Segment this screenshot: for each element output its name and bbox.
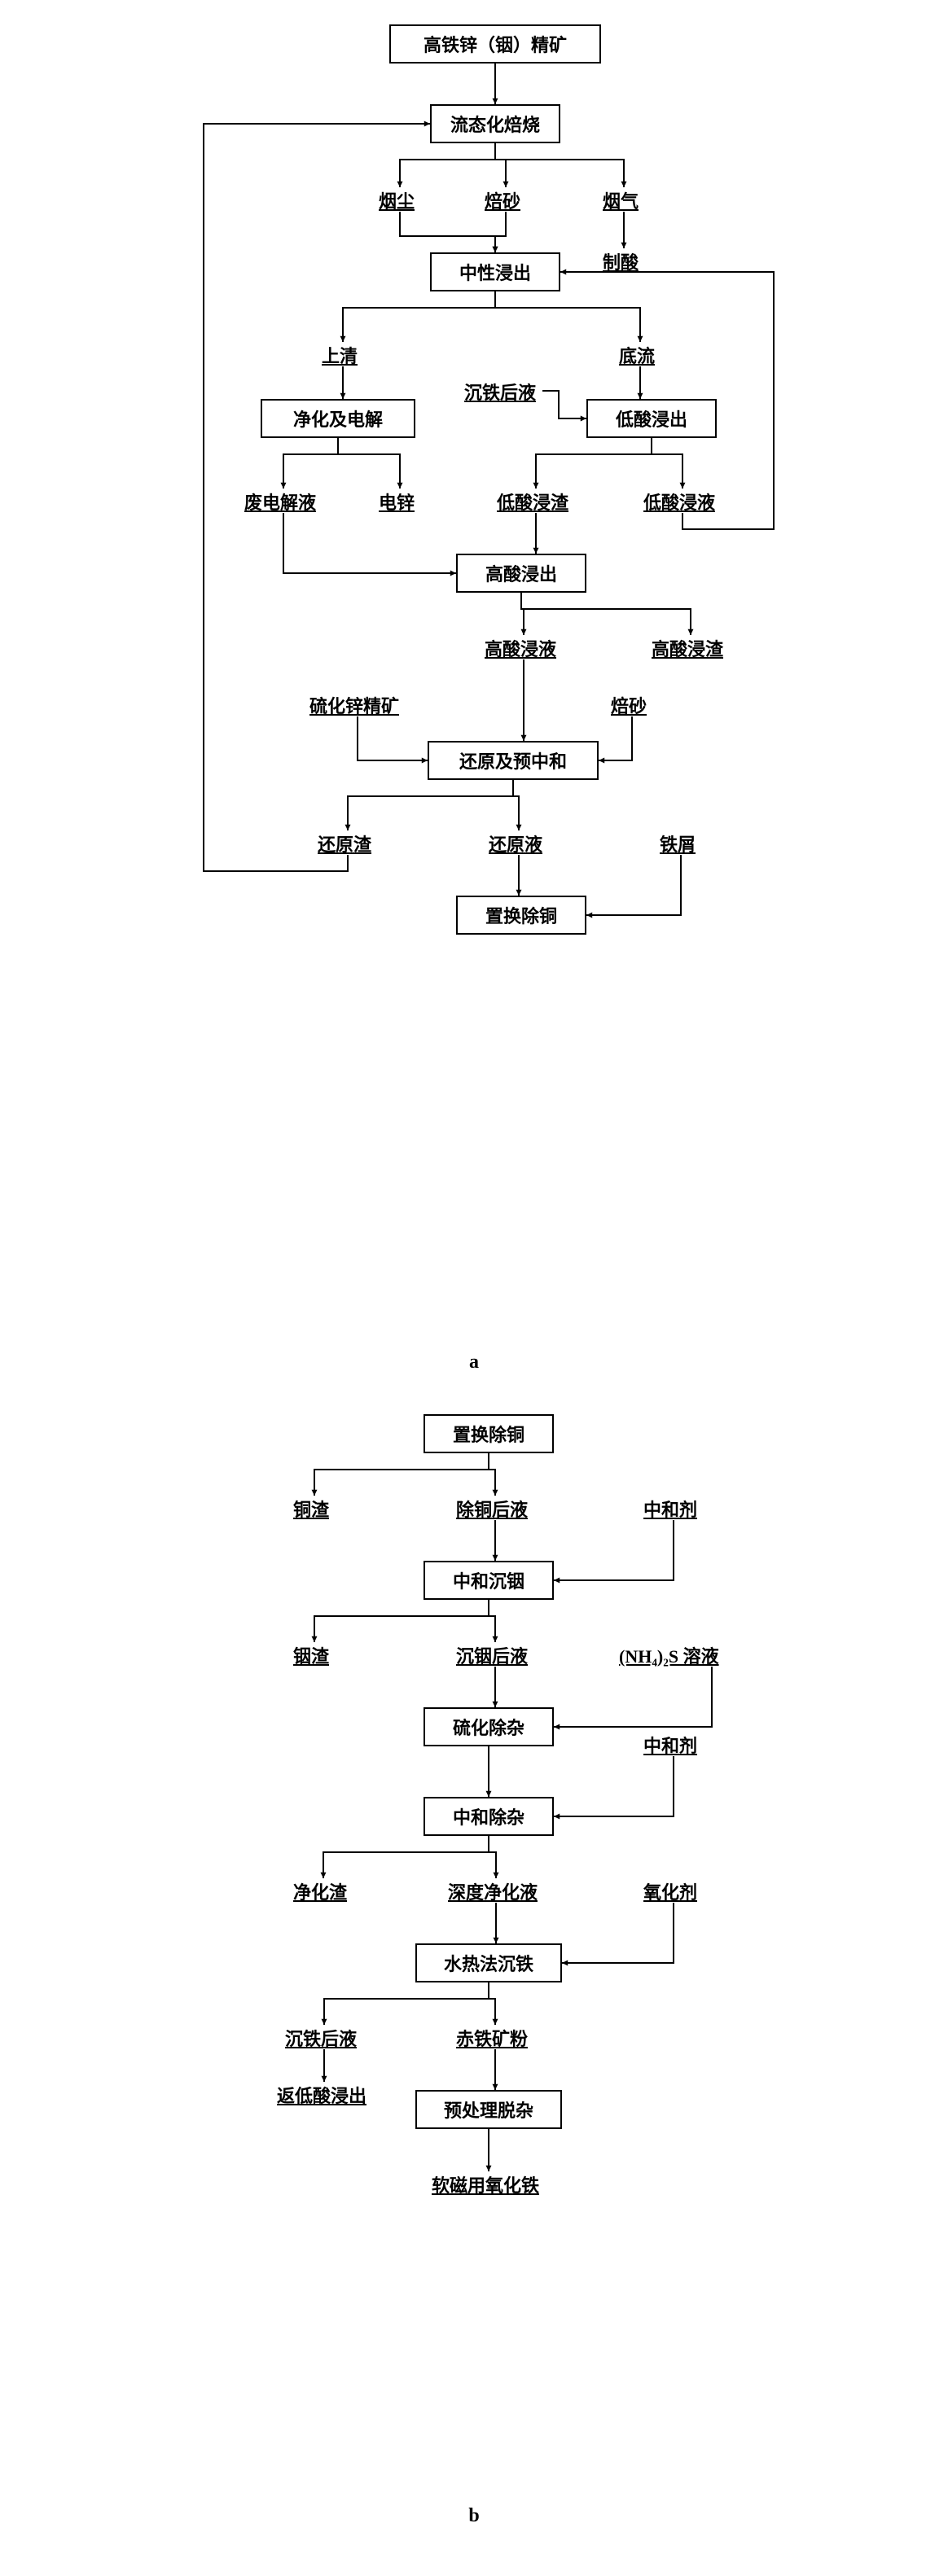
node-reduce: 还原及预中和 [428,741,599,780]
node-under: 底流 [619,342,655,368]
node-copper2: 置换除铜 [424,1414,554,1453]
caption-a: a [16,1352,932,1373]
node-purify: 净化及电解 [261,399,415,438]
node-znsconc: 硫化锌精矿 [309,692,399,718]
node-ironafter: 沉铁后液 [464,379,536,405]
node-redliq: 还原液 [489,830,542,856]
flowchart-a: 高铁锌（铟）精矿流态化焙烧烟尘焙砂烟气制酸中性浸出上清底流沉铁后液净化及电解低酸… [16,16,948,1335]
node-neutr1: 中和剂 [643,1496,697,1522]
node-zinc: 电锌 [379,488,415,515]
node-oxid: 氧化剂 [643,1878,697,1904]
node-highliq: 高酸浸液 [485,635,556,661]
node-calcine: 焙砂 [485,187,520,213]
node-hematite: 赤铁矿粉 [456,2025,528,2051]
node-gas: 烟气 [603,187,639,213]
node-pretreat: 预处理脱杂 [415,2090,562,2129]
node-neutrem: 中和除杂 [424,1797,554,1836]
node-start: 高铁锌（铟）精矿 [389,24,601,64]
node-cures: 铜渣 [293,1496,329,1522]
node-dust: 烟尘 [379,187,415,213]
node-ironscrap: 铁屑 [660,830,696,856]
caption-b: b [16,2505,932,2527]
node-calcine2: 焙砂 [611,692,647,718]
node-softmag: 软磁用氧化铁 [432,2171,539,2197]
node-indium: 中和沉铟 [424,1561,554,1600]
node-neutr2: 中和剂 [643,1732,697,1758]
node-highres: 高酸浸渣 [652,635,723,661]
node-lowacid: 低酸浸出 [586,399,717,438]
node-super: 上清 [322,342,358,368]
node-nh42s: (NH₄)₂S 溶液 [619,1642,719,1668]
node-redres: 还原渣 [318,830,371,856]
node-sulfide: 硫化除杂 [424,1707,554,1746]
flowchart-b: 置换除铜铜渣除铜后液中和剂中和沉铟铟渣沉铟后液(NH₄)₂S 溶液硫化除杂中和剂… [16,1406,948,2489]
node-acid: 制酸 [603,248,639,274]
node-inafter: 沉铟后液 [456,1642,528,1668]
node-lowliq: 低酸浸液 [643,488,715,515]
node-deepliq: 深度净化液 [448,1878,538,1904]
node-roast: 流态化焙烧 [430,104,560,143]
node-hydro: 水热法沉铁 [415,1943,562,1982]
node-retlow: 返低酸浸出 [277,2082,366,2108]
node-waste: 废电解液 [244,488,316,515]
node-inres: 铟渣 [293,1642,329,1668]
node-highacid: 高酸浸出 [456,554,586,593]
node-neutral: 中性浸出 [430,252,560,291]
node-feafter: 沉铁后液 [285,2025,357,2051]
node-lowres: 低酸浸渣 [497,488,568,515]
node-purres: 净化渣 [293,1878,347,1904]
node-cuafter: 除铜后液 [456,1496,528,1522]
node-copper: 置换除铜 [456,896,586,935]
